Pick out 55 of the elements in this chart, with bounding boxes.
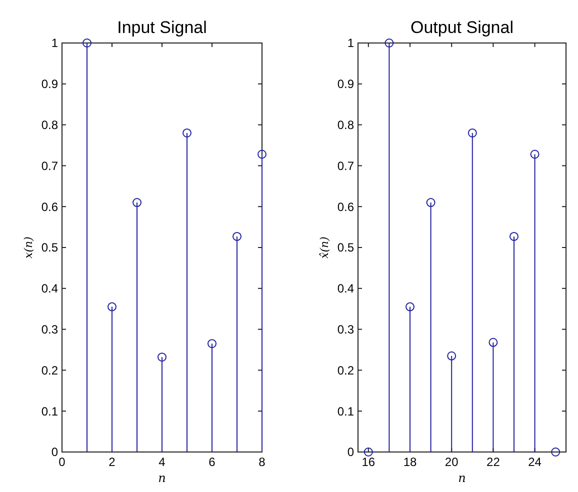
point (108, 302, 116, 312)
point (82, 38, 92, 48)
y-tick-label: 1 (51, 36, 58, 50)
y-tick-label: 0.2 (41, 363, 58, 378)
point (132, 198, 142, 208)
x-axis-title: n (458, 471, 466, 485)
x-tick-label: 6 (208, 455, 216, 469)
point (364, 448, 373, 456)
y-tick-label: 0.1 (41, 404, 58, 418)
y-axis-title: x(n) (22, 236, 35, 258)
point (158, 352, 166, 362)
y-tick-label: 0.6 (41, 200, 58, 214)
chart-title: Input Signal (117, 18, 207, 37)
y-tick-label: 0.4 (41, 282, 58, 296)
point (258, 150, 266, 159)
y-tick-label: 0.3 (337, 322, 354, 336)
y-tick-label: 0.8 (337, 118, 354, 132)
y-tick-label: 0 (51, 445, 58, 460)
y-tick-label: 0.8 (41, 118, 58, 132)
y-tick-label: 0.9 (337, 77, 354, 92)
y-tick-label: 0.7 (337, 158, 354, 173)
chart-title: Output Signal (410, 18, 514, 37)
point (447, 351, 456, 360)
point (384, 38, 394, 48)
point (488, 338, 498, 347)
point (530, 150, 540, 159)
point (182, 128, 192, 138)
y-tick-label: 0.3 (41, 322, 58, 336)
x-axis-title: n (158, 471, 166, 485)
point (426, 198, 436, 208)
x-tick-label: 22 (486, 455, 500, 469)
y-tick-label: 1 (347, 36, 354, 50)
x-tick-label: 4 (158, 455, 166, 469)
y-tick-label: 0.7 (41, 158, 58, 173)
point (208, 339, 216, 348)
y-tick-label: 0.4 (337, 282, 354, 296)
point (232, 232, 242, 241)
point (551, 448, 560, 456)
y-tick-label: 0.6 (337, 200, 354, 214)
point (468, 128, 477, 138)
x-tick-label: 8 (258, 455, 266, 469)
y-axis-title: x̂(n) (318, 236, 331, 258)
y-tick-label: 0 (347, 445, 354, 460)
y-tick-label: 0.2 (337, 363, 354, 378)
x-tick-label: 2 (108, 455, 116, 469)
y-tick-label: 0.5 (337, 240, 354, 255)
x-tick-label: 18 (403, 455, 417, 469)
x-tick-label: 20 (444, 455, 459, 469)
y-tick-label: 0.1 (337, 404, 354, 418)
x-tick-label: 24 (528, 455, 542, 469)
point (406, 302, 414, 312)
y-tick-label: 0.5 (41, 240, 58, 255)
x-tick-label: 16 (362, 455, 376, 469)
y-tick-label: 0.9 (41, 77, 58, 92)
point (510, 232, 518, 241)
